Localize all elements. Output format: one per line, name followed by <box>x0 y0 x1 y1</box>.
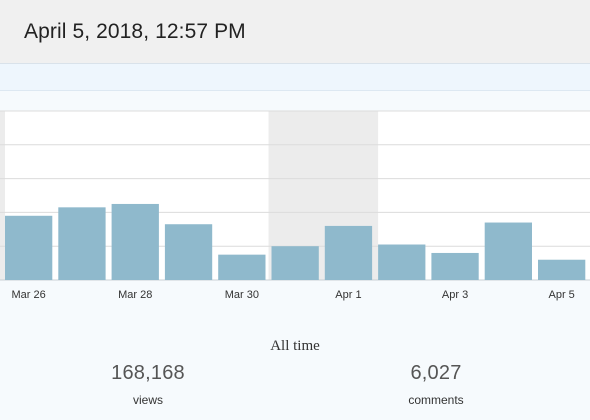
chart-bar[interactable] <box>5 215 53 280</box>
plot-left-edge <box>0 111 5 280</box>
chart-bar[interactable] <box>111 203 159 280</box>
comments-label: comments <box>408 393 464 407</box>
views-stat: 168,168 views <box>48 362 248 407</box>
x-tick-label: Apr 5 <box>549 289 575 301</box>
views-label: views <box>132 393 163 407</box>
chart-bar[interactable] <box>271 246 319 280</box>
chart-bar[interactable] <box>218 254 266 280</box>
chart-area: Mar 26 Mar 28 Mar 30 Apr 1 Apr 3 Apr 5 <box>0 91 590 320</box>
bar-chart: Mar 26 Mar 28 Mar 30 Apr 1 Apr 3 Apr 5 <box>0 110 590 301</box>
page-title: April 5, 2018, 12:57 PM <box>24 20 246 43</box>
chart-bar[interactable] <box>164 224 213 280</box>
chart-bar[interactable] <box>324 225 373 280</box>
comments-value: 6,027 <box>410 362 462 384</box>
x-tick-label: Apr 1 <box>335 289 361 301</box>
chart-bar[interactable] <box>484 222 532 280</box>
x-tick-label: Mar 26 <box>12 289 46 301</box>
chart-bar[interactable] <box>431 252 479 280</box>
chart-bar[interactable] <box>378 244 426 280</box>
all-time-summary: All time 168,168 views 6,027 comments <box>0 320 590 420</box>
comments-stat: 6,027 comments <box>336 362 536 407</box>
chart-bar[interactable] <box>538 259 586 280</box>
x-tick-label: Apr 3 <box>442 289 468 301</box>
header: April 5, 2018, 12:57 PM <box>0 0 590 64</box>
x-tick-label: Mar 28 <box>118 289 152 301</box>
toolbar-band <box>0 64 590 91</box>
views-value: 168,168 <box>111 362 185 384</box>
chart-bar[interactable] <box>58 207 106 280</box>
x-tick-label: Mar 30 <box>225 289 259 301</box>
summary-title: All time <box>270 338 320 354</box>
